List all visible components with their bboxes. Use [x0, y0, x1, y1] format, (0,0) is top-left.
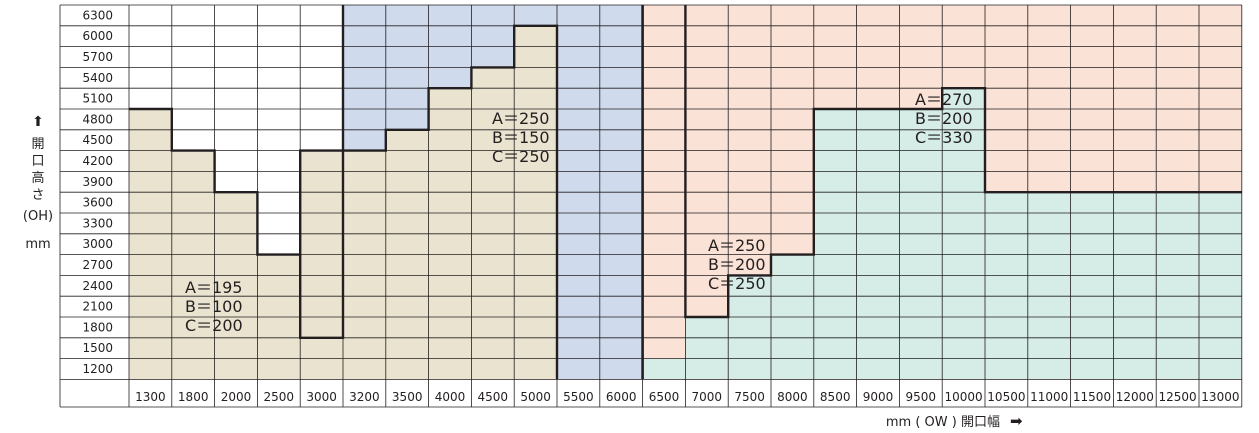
y-tick-label: 3600: [82, 196, 113, 210]
region-label-line: B＝100: [185, 297, 243, 316]
x-tick-label: 5500: [563, 390, 594, 404]
region-fill-a250-b200: [643, 359, 686, 380]
y-tick-label: 2400: [82, 279, 113, 293]
x-tick-labels: 1300 1800 2000 2500 3000 3200 3500 4000 4500 5000…: [135, 390, 1239, 404]
region-label-line: A＝250: [492, 109, 550, 128]
x-axis-title: mm ( OW ) 開口幅 ➡: [886, 412, 1023, 430]
x-tick-label: 9500: [906, 390, 937, 404]
y-axis-abbrev: (OH): [23, 209, 53, 224]
region-fill-a250-b200: [1113, 192, 1156, 379]
region-fill-a250-b200: [857, 109, 900, 379]
region-fill-a195: [514, 26, 557, 380]
x-tick-label: 11000: [1030, 390, 1068, 404]
svg-text:mm ( OW ): mm ( OW ) 開口幅: [886, 415, 1000, 430]
y-tick-label: 1200: [82, 362, 113, 376]
region-label-line: A＝195: [185, 278, 243, 297]
x-axis-abbrev: OW: [925, 415, 948, 430]
x-tick-label: 4500: [478, 390, 509, 404]
region-label-line: C＝250: [492, 147, 550, 166]
y-tick-label: 3900: [82, 175, 113, 189]
y-tick-label: 4800: [82, 112, 113, 126]
y-tick-label: 6300: [82, 8, 113, 22]
x-axis-label: 開口幅: [961, 415, 1000, 430]
region-label-line: B＝150: [492, 128, 550, 147]
y-tick-label: 2700: [82, 258, 113, 272]
y-tick-label: 5100: [82, 92, 113, 106]
region-label-line: A＝270: [915, 90, 973, 109]
y-axis-label-char: さ: [31, 188, 44, 203]
x-tick-label: 11500: [1073, 390, 1111, 404]
x-tick-label: 8500: [820, 390, 851, 404]
y-tick-label: 6000: [82, 29, 113, 43]
region-label-line: B＝200: [708, 255, 766, 274]
x-tick-label: 9000: [863, 390, 894, 404]
x-tick-label: 10000: [945, 390, 983, 404]
y-axis-label-char: 開: [31, 137, 44, 152]
y-tick-label: 3300: [82, 216, 113, 230]
region-fill-a195: [172, 151, 215, 380]
region-fill-a250-b200: [1156, 192, 1199, 379]
x-tick-label: 7000: [692, 390, 723, 404]
region-fill-a250-b200: [685, 317, 728, 379]
region-fill-a195: [300, 151, 343, 380]
x-tick-label: 5000: [520, 390, 551, 404]
y-axis-label-char: 口: [31, 154, 44, 169]
y-tick-label: 1500: [82, 341, 113, 355]
region-fill-a195: [343, 151, 386, 380]
region-label-line: C＝330: [915, 128, 973, 147]
y-axis-label-char: 高: [31, 170, 44, 186]
y-tick-label: 2100: [82, 300, 113, 314]
y-tick-label: 4500: [82, 133, 113, 147]
x-tick-label: 4000: [435, 390, 466, 404]
region-label-line: C＝200: [185, 316, 243, 335]
x-tick-label: 2000: [221, 390, 252, 404]
x-axis-unit: mm: [886, 415, 911, 430]
x-tick-label: 12000: [1116, 390, 1154, 404]
x-tick-label: 8000: [777, 390, 808, 404]
y-tick-label: 5700: [82, 50, 113, 64]
x-tick-label: 3000: [306, 390, 337, 404]
x-axis-arrow-icon: ➡: [1010, 412, 1023, 430]
x-tick-label: 10500: [987, 390, 1025, 404]
x-tick-label: 1300: [135, 390, 166, 404]
y-tick-label: 4200: [82, 154, 113, 168]
region-fill-a250-b200: [1071, 192, 1114, 379]
y-tick-label: 3000: [82, 237, 113, 251]
x-tick-label: 3500: [392, 390, 423, 404]
y-axis-arrow-icon: ⬆: [32, 114, 44, 130]
region-fill-a250-b200: [814, 109, 857, 379]
region-fill-a250-b200: [899, 109, 942, 379]
x-tick-label: 2500: [264, 390, 295, 404]
y-axis-unit: mm: [25, 237, 50, 252]
region-label-line: B＝200: [915, 109, 973, 128]
region-label-line: A＝250: [708, 236, 766, 255]
x-tick-label: 3200: [349, 390, 380, 404]
region-fill-a250-b200: [985, 192, 1028, 379]
x-tick-label: 1800: [178, 390, 209, 404]
region-fill-a250-b200: [1199, 192, 1242, 379]
region-label-line: C＝250: [708, 274, 766, 293]
x-tick-label: 13000: [1201, 390, 1239, 404]
y-tick-label: 1800: [82, 320, 113, 334]
x-tick-label: 12500: [1159, 390, 1197, 404]
y-tick-label: 5400: [82, 71, 113, 85]
x-tick-label: 7500: [734, 390, 765, 404]
x-tick-label: 6000: [606, 390, 637, 404]
region-fill-a250-b200: [1028, 192, 1071, 379]
region-fill-a195: [129, 109, 172, 379]
x-tick-label: 6500: [649, 390, 680, 404]
